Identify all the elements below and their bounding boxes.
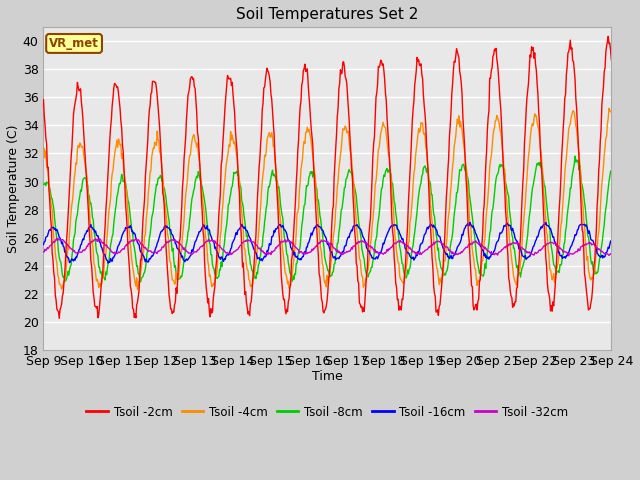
- Text: VR_met: VR_met: [49, 37, 99, 50]
- Title: Soil Temperatures Set 2: Soil Temperatures Set 2: [236, 7, 419, 22]
- X-axis label: Time: Time: [312, 371, 343, 384]
- Y-axis label: Soil Temperature (C): Soil Temperature (C): [7, 124, 20, 253]
- Legend: Tsoil -2cm, Tsoil -4cm, Tsoil -8cm, Tsoil -16cm, Tsoil -32cm: Tsoil -2cm, Tsoil -4cm, Tsoil -8cm, Tsoi…: [82, 401, 573, 423]
